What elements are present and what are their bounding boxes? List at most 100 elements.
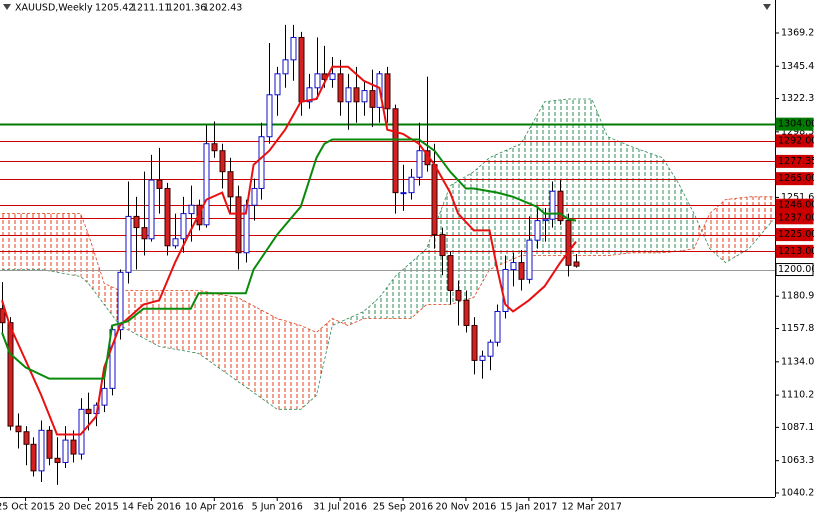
candle-body — [463, 299, 470, 326]
candle-body — [141, 227, 148, 240]
cloud-segment — [607, 136, 632, 256]
cloud-segment — [678, 182, 695, 252]
candle-body — [148, 179, 155, 240]
y-tick-label: 1134.00 — [781, 356, 814, 367]
level-label: 1213.00 — [778, 246, 814, 257]
candle-body — [101, 387, 108, 406]
cloud-segment — [631, 146, 663, 253]
x-tick-label: 14 Feb 2016 — [122, 502, 181, 513]
cloud-segment — [379, 276, 396, 319]
candle-body — [109, 329, 116, 389]
y-tick-label: 1087.10 — [781, 422, 814, 433]
x-tick-label: 12 Mar 2017 — [562, 502, 622, 513]
y-tick-label: 1180.90 — [781, 291, 814, 302]
candle-body — [172, 238, 179, 247]
x-tick-label: 20 Nov 2016 — [436, 502, 497, 513]
level-label: 1304.00 — [778, 119, 814, 130]
cloud-segment — [300, 325, 317, 410]
level-label: 1265.00 — [778, 173, 814, 184]
level-label: 1277.35 — [778, 156, 814, 167]
candle-body — [369, 90, 376, 108]
cloud-segment — [426, 185, 451, 305]
menu-arrow[interactable] — [763, 4, 771, 10]
level-label: 1292.00 — [778, 135, 814, 146]
candle-body — [290, 36, 297, 61]
cloud-segment — [489, 143, 521, 270]
candle-body — [38, 429, 45, 472]
open-value: 1205.42 — [95, 3, 134, 14]
candle-body — [251, 187, 258, 206]
candle-body — [62, 439, 69, 463]
candle-body — [7, 322, 14, 427]
candle-body — [439, 234, 446, 257]
indicator-line — [1, 138, 577, 380]
x-tick-label: 15 Jan 2017 — [500, 502, 557, 513]
level-label: 1200.00 — [778, 264, 814, 275]
candle-body — [235, 196, 242, 254]
candle-body — [479, 355, 486, 361]
candle-body — [0, 308, 6, 324]
cloud-segment — [159, 290, 199, 354]
cloud-segment — [104, 283, 120, 326]
candle-body — [306, 87, 313, 103]
level-box — [775, 117, 814, 131]
cloud-segment — [88, 234, 105, 305]
candle-body — [203, 143, 210, 226]
candle-body — [542, 218, 549, 222]
menu-arrow[interactable] — [3, 4, 11, 10]
cloud-segment — [277, 318, 301, 410]
level-label: 1225.00 — [778, 229, 814, 240]
cloud-segment — [568, 98, 592, 256]
y-tick-label: 1345.40 — [781, 61, 814, 72]
candle-body — [534, 220, 541, 241]
cloud-segment — [591, 98, 608, 256]
candle-body — [487, 341, 494, 357]
candle-body — [70, 439, 77, 455]
level-box — [775, 154, 814, 168]
header: XAUUSD,Weekly 1205.42 1211.11 1201.36 12… — [15, 3, 242, 14]
candle-body — [471, 324, 478, 361]
cloud-segment — [395, 262, 411, 319]
level-box — [775, 211, 814, 225]
level-label: 1237.00 — [778, 212, 814, 223]
candle-body — [258, 136, 265, 189]
cloud-segment — [41, 213, 81, 277]
y-tick-label: 1040.20 — [781, 487, 814, 498]
candle-body — [447, 255, 454, 292]
cloud-boundary — [2, 196, 773, 333]
candle-body — [164, 187, 171, 247]
cloud-segment — [544, 98, 569, 256]
cloud-segment — [709, 199, 726, 263]
cloud-segment — [473, 157, 490, 298]
candle-body — [384, 73, 391, 110]
cloud-segment — [1, 213, 42, 270]
candle-body — [266, 94, 273, 138]
low-value: 1201.36 — [167, 3, 206, 14]
candle-body — [573, 261, 580, 267]
cloud-segment — [198, 290, 238, 382]
candle-body — [455, 290, 462, 301]
cloud-segment — [347, 311, 364, 326]
candle-body — [565, 220, 572, 266]
candle-body — [518, 262, 525, 280]
cloud-segment — [237, 297, 278, 410]
candle-body — [23, 431, 30, 445]
y-tick-label: 1157.80 — [781, 323, 814, 334]
level-box — [775, 244, 814, 258]
candle-body — [30, 443, 37, 472]
candle-body — [298, 36, 305, 103]
candle-body — [314, 73, 321, 89]
y-tick-label: 1322.30 — [781, 93, 814, 104]
candle-body — [329, 73, 336, 80]
candle-body — [416, 150, 423, 178]
cloud-boundary — [2, 98, 773, 410]
candle-body — [46, 429, 53, 459]
candle-body — [282, 59, 289, 75]
candle-body — [408, 176, 415, 194]
cloud-segment — [725, 196, 750, 263]
candle-body — [15, 425, 22, 433]
candle-body — [337, 73, 344, 103]
y-tick-label: 1369.20 — [781, 27, 814, 38]
candle-body — [345, 87, 352, 103]
